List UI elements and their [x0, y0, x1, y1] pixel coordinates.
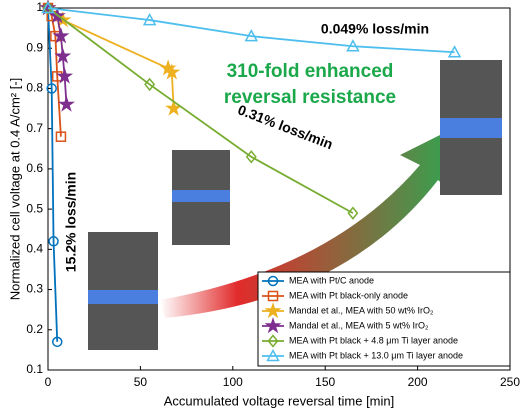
marker [163, 63, 181, 80]
x-tick-label: 50 [134, 375, 148, 389]
x-tick-label: 0 [45, 375, 52, 389]
series-line [47, 7, 354, 214]
legend-label: MEA with Pt black-only anode [289, 290, 408, 300]
marker [54, 47, 72, 64]
marker [346, 39, 360, 52]
y-tick-label: 0.9 [26, 40, 43, 54]
marker [447, 45, 462, 58]
marker [165, 99, 183, 116]
marker [55, 131, 67, 142]
y-tick-label: 0.6 [26, 161, 43, 175]
y-tick-label: 0.1 [26, 362, 43, 376]
legend-label: Mandal et al., MEA with 5 wt% IrO₂ [289, 320, 429, 330]
legend-label: MEA with Pt/C anode [289, 275, 374, 285]
marker [52, 27, 70, 44]
marker [347, 206, 359, 220]
annotation: 310-fold enhanced [227, 61, 394, 82]
legend-marker [264, 302, 282, 319]
legend-label: MEA with Pt black + 13.0 μm Ti layer ano… [289, 350, 463, 360]
marker [42, 1, 54, 15]
annotation: 15.2% loss/min [63, 172, 79, 272]
x-tick-label: 250 [500, 375, 520, 389]
annotation: 0.049% loss/min [321, 21, 429, 37]
marker [244, 29, 259, 42]
x-tick-label: 100 [223, 375, 243, 389]
legend-label: MEA with Pt black + 4.8 μm Ti layer anod… [289, 335, 458, 345]
x-axis-label: Accumulated voltage reversal time [min] [164, 393, 394, 408]
legend-marker [267, 290, 279, 302]
x-tick-label: 200 [408, 375, 428, 389]
marker [46, 83, 57, 94]
y-tick-label: 0.8 [26, 81, 43, 95]
y-tick-label: 1 [36, 0, 43, 14]
legend-marker [267, 275, 279, 287]
legend-label: Mandal et al., MEA with 50 wt% IrO₂ [289, 305, 434, 315]
y-tick-label: 0.4 [26, 242, 43, 256]
legend: MEA with Pt/C anode MEA with Pt black-onl… [257, 271, 511, 367]
series-line [47, 7, 59, 342]
legend-marker [267, 334, 279, 348]
legend-box [257, 271, 511, 367]
annotation: reversal resistance [224, 87, 396, 108]
series-line [47, 7, 455, 54]
marker [56, 67, 74, 84]
y-axis-label: Normalized cell voltage at 0.4 A/cm² [-] [7, 78, 22, 301]
y-tick-label: 0.3 [26, 282, 43, 296]
y-tick-label: 0.5 [26, 201, 43, 215]
legend-marker [266, 348, 280, 362]
marker [245, 150, 257, 164]
marker [58, 95, 75, 112]
marker [39, 0, 57, 16]
marker [144, 77, 156, 92]
marker [51, 336, 63, 348]
y-tick-label: 0.7 [26, 121, 43, 135]
x-tick-label: 150 [315, 375, 335, 389]
legend-marker [264, 317, 282, 334]
marker [41, 0, 55, 14]
y-tick-label: 0.2 [26, 322, 43, 336]
marker [142, 13, 157, 26]
marker [48, 236, 59, 247]
